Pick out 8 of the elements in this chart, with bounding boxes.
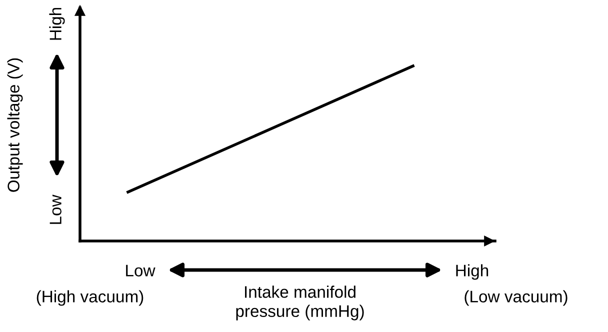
text: Low <box>50 194 62 224</box>
text: Low <box>126 264 156 276</box>
text: High <box>456 264 488 280</box>
x-axis-title: Intake manifold pressure (mmHg) <box>236 286 364 320</box>
y-axis-title: Output voltage (V) <box>7 58 23 192</box>
text: (High vacuum) <box>36 290 144 306</box>
text: (Low vacuum) <box>464 290 568 306</box>
text: High <box>49 8 65 40</box>
